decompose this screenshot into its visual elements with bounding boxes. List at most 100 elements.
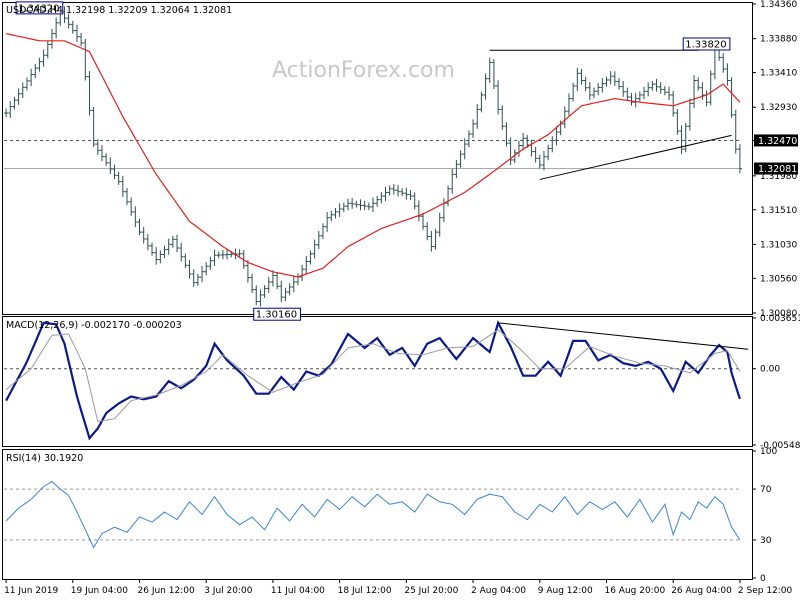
price-bar: [437, 212, 442, 237]
y-tick-label: 1.32930: [760, 103, 797, 113]
x-tick-label: 2 Sep 12:00: [738, 586, 793, 596]
price-bar: [29, 68, 34, 87]
price-bar: [16, 88, 21, 105]
y-tick-label: -0.005489: [760, 441, 800, 451]
price-bar: [725, 63, 730, 86]
price-bar: [341, 202, 346, 213]
price-bar: [225, 249, 230, 260]
price-bar: [304, 255, 309, 275]
price-bar: [358, 199, 363, 211]
price-bar: [200, 265, 205, 283]
rsi-level-lines: [4, 488, 742, 541]
y-tick-label: 100: [760, 447, 777, 457]
y-tick-label: 1.31510: [760, 206, 797, 216]
price-bar: [642, 86, 647, 100]
price-bar: [458, 150, 463, 168]
price-bar: [662, 86, 667, 96]
annotation-label: 1.33820: [685, 39, 726, 50]
price-bar: [41, 49, 46, 67]
price-bar: [383, 186, 388, 202]
price-bar: [120, 175, 125, 197]
price-bar: [621, 80, 626, 97]
price-bar: [49, 28, 54, 49]
price-bar: [396, 185, 401, 197]
price-bar: [404, 187, 409, 200]
price-bar: [454, 160, 459, 179]
macd-panel-frame: [2, 316, 753, 447]
price-bar: [183, 253, 188, 269]
price-bar: [637, 91, 642, 102]
price-bar: [345, 198, 350, 211]
price-bar: [546, 144, 551, 161]
price-bar: [216, 251, 221, 259]
trendline: [539, 134, 732, 180]
y-tick-label: 1.31030: [760, 240, 797, 250]
price-bar: [571, 82, 576, 102]
price-bar: [687, 98, 692, 131]
price-bar: [166, 238, 171, 255]
x-tick-label: 26 Aug 04:00: [671, 586, 732, 596]
annotation-box: [253, 307, 301, 321]
price-bar: [112, 164, 117, 180]
price-bar: [667, 86, 672, 101]
price-bar: [54, 17, 59, 39]
price-bar: [325, 212, 330, 232]
price-bar: [141, 227, 146, 244]
price-bar: [379, 191, 384, 204]
macd-signal-line: [5, 329, 741, 423]
price-bar: [350, 197, 355, 209]
price-bar: [675, 109, 680, 135]
annotation-box: [682, 37, 731, 51]
macd-y-axis: 0.003651 0.00 -0.005489: [752, 314, 800, 451]
price-bar: [275, 272, 280, 290]
price-bar: [500, 105, 505, 130]
price-annotation: 1.30160: [253, 307, 301, 321]
price-bar: [462, 138, 467, 160]
price-bar: [525, 135, 530, 148]
price-bar: [66, 13, 71, 29]
price-bar: [91, 107, 96, 148]
x-tick-label: 11 Jun 2019: [4, 586, 58, 596]
price-bar: [125, 188, 129, 206]
ma-line: [5, 33, 741, 278]
price-bar: [116, 171, 121, 185]
y-tick-label: 30: [760, 536, 772, 546]
price-bar: [450, 168, 455, 194]
price-bar: [479, 91, 484, 113]
price-bar: [362, 200, 367, 211]
price-bar: [562, 106, 567, 129]
price-bar: [33, 64, 38, 79]
price-bar: [504, 122, 509, 147]
price-bar: [133, 206, 138, 228]
price-bar: [179, 242, 184, 262]
price-bar: [20, 82, 25, 99]
price-bar: [79, 32, 84, 47]
price-bar: [300, 264, 305, 281]
price-bar: [400, 188, 405, 197]
y-tick-label: 1.30560: [760, 274, 797, 284]
x-tick-label: 16 Aug 20:00: [604, 586, 665, 596]
price-bar: [700, 82, 705, 100]
price-bar: [287, 283, 292, 296]
y-tick-label: 0.003651: [760, 314, 800, 324]
price-bar: [291, 276, 296, 293]
y-tick-label: 1.34360: [760, 0, 797, 10]
x-tick-label: 18 Jul 12:00: [338, 586, 392, 596]
price-bar: [554, 126, 559, 146]
macd-main-line: [5, 320, 741, 441]
price-header: USDCAD,H4 1.32198 1.32209 1.32064 1.3208…: [6, 5, 232, 16]
price-bar: [425, 222, 430, 241]
price-bar: [671, 90, 676, 117]
price-bar: [262, 285, 267, 298]
price-tag-level: 1.32470: [754, 134, 798, 147]
price-bar: [737, 144, 742, 174]
price-bar: [591, 87, 596, 99]
price-bar: [333, 208, 338, 219]
price-bar: [250, 273, 255, 293]
price-bar: [95, 139, 100, 155]
price-bar: [137, 218, 142, 236]
macd-trendline: [498, 322, 749, 350]
price-bar: [254, 285, 259, 306]
price-bar: [45, 40, 50, 59]
